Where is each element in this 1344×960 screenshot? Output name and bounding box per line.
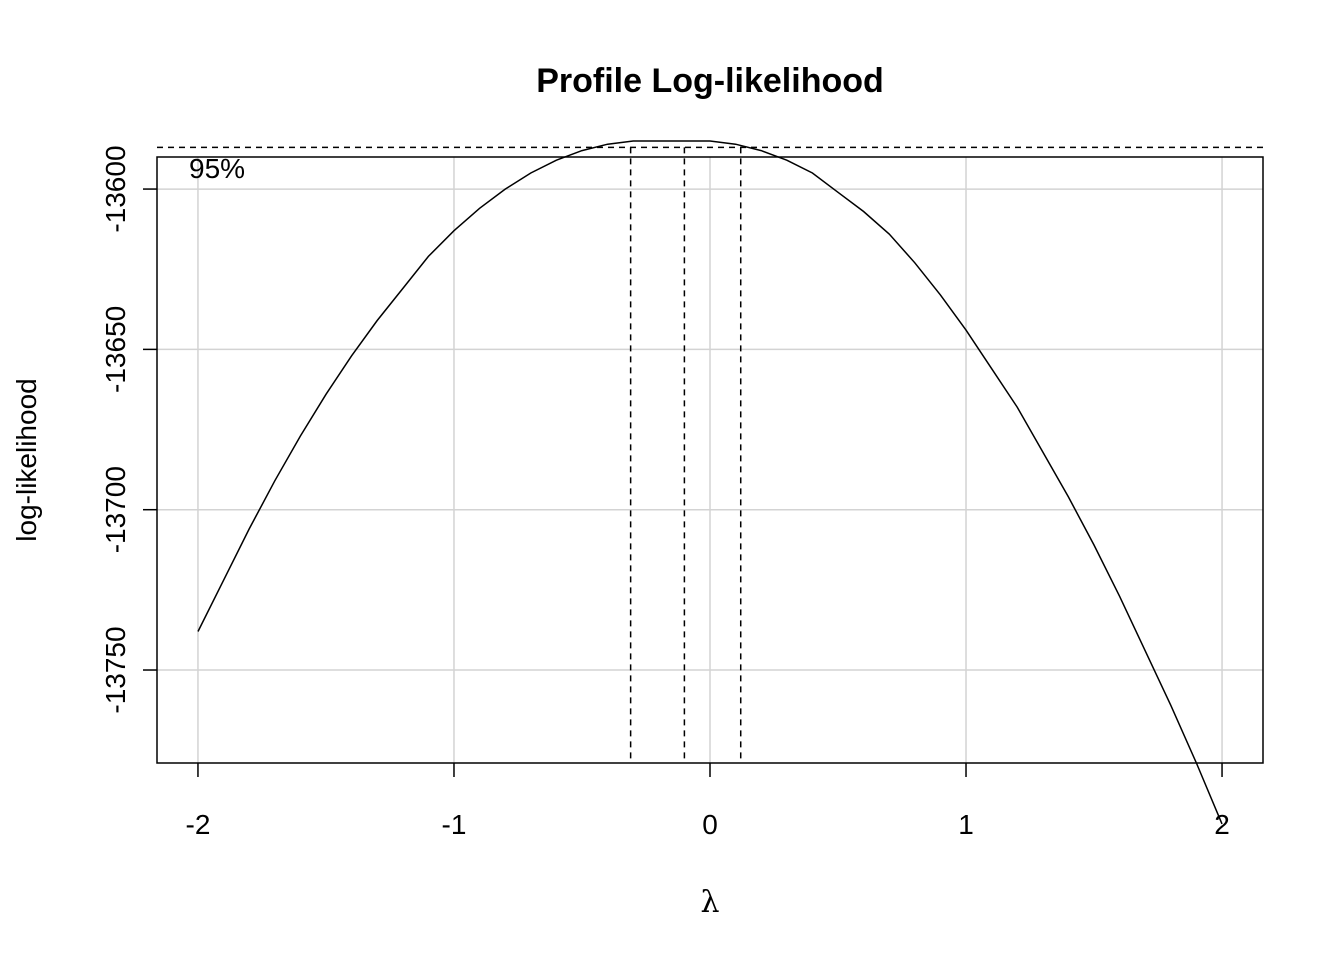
y-tick-label: -13750 [100, 626, 131, 713]
y-axis-label: log-likelihood [11, 378, 42, 541]
x-tick-label: -2 [186, 809, 211, 840]
x-axis-label: λ [700, 885, 719, 920]
y-tick-label: -13700 [100, 466, 131, 553]
x-tick-label: 2 [1214, 809, 1230, 840]
grid [157, 157, 1263, 763]
x-axis: -2 -1 0 1 2 [186, 763, 1230, 840]
x-tick-label: -1 [442, 809, 467, 840]
ci-lines [157, 146, 1263, 763]
chart-title: Profile Log-likelihood [536, 62, 884, 100]
x-tick-label: 0 [702, 809, 718, 840]
x-tick-label: 1 [958, 809, 974, 840]
loglik-curve [197, 140, 1223, 825]
ci-label: 95% [189, 153, 245, 184]
y-tick-label: -13600 [100, 145, 131, 232]
y-axis: -13600 -13650 -13700 -13750 [100, 145, 157, 714]
y-tick-label: -13650 [100, 306, 131, 393]
